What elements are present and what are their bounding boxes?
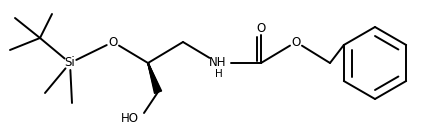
Text: HO: HO: [121, 112, 139, 124]
Text: O: O: [257, 22, 265, 34]
Text: H: H: [215, 69, 223, 79]
Text: O: O: [109, 35, 117, 48]
Text: Si: Si: [64, 56, 75, 70]
Text: NH: NH: [209, 56, 227, 70]
Text: O: O: [291, 35, 301, 48]
